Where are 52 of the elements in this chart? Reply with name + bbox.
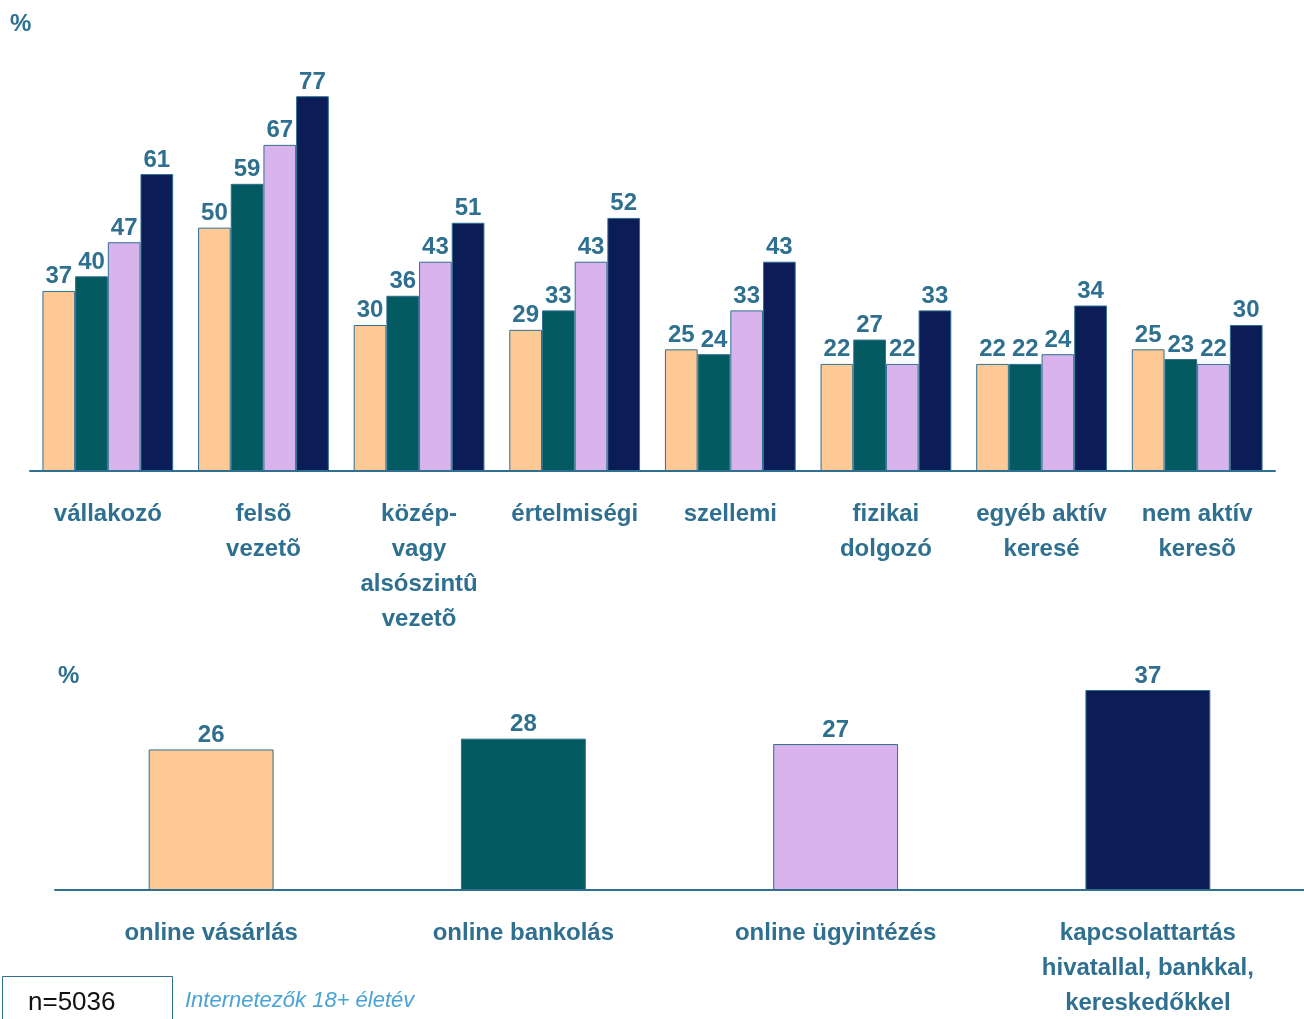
text: n=5036 <box>28 986 116 1016</box>
data-label: 24 <box>700 324 728 352</box>
data-label: 43 <box>422 232 449 260</box>
data-label: 25 <box>667 319 695 347</box>
data-label: 36 <box>389 266 417 294</box>
data-label: 28 <box>510 709 537 737</box>
data-label: 23 <box>1167 329 1195 357</box>
data-label: 30 <box>356 295 384 323</box>
x-tick-label: egyéb aktív keresé <box>976 499 1108 561</box>
data-label: 22 <box>888 334 916 362</box>
data-label: 52 <box>610 188 638 216</box>
data-label: 33 <box>733 280 760 308</box>
data-label: 29 <box>512 300 540 328</box>
data-label: 43 <box>577 232 605 260</box>
data-label: 27 <box>856 310 883 338</box>
x-tick-label: kapcsolattartás hivatallal, bankkal, kereskedőkkel <box>1041 918 1254 1015</box>
x-tick-label: értelmiségi <box>511 499 639 526</box>
x-tick-label: fizikai dolgozó <box>839 499 932 561</box>
x-tick-label: közép- vagy alsószintû vezetõ <box>360 499 478 631</box>
data-label: 77 <box>299 66 326 94</box>
data-label: 22 <box>1011 334 1039 362</box>
x-tick-label: nem aktív keresõ <box>1141 499 1254 561</box>
data-label: 47 <box>110 212 138 240</box>
x-tick-label: online vásárlás <box>124 918 298 945</box>
data-label: 43 <box>765 232 793 260</box>
x-tick-label: online bankolás <box>432 918 615 945</box>
data-label: 26 <box>197 719 225 747</box>
x-tick-label: felsõ vezetõ <box>226 499 301 561</box>
data-label: 33 <box>545 280 572 308</box>
data-label: 24 <box>1044 324 1072 352</box>
data-label: 22 <box>823 334 851 362</box>
x-tick-label: szellemi <box>683 499 778 526</box>
data-label: 33 <box>921 280 949 308</box>
data-label: 37 <box>1134 660 1162 688</box>
data-label: 22 <box>979 334 1006 362</box>
data-label: 34 <box>1077 276 1105 304</box>
x-tick-label: vállakozó <box>53 499 162 526</box>
data-label: 37 <box>45 261 73 289</box>
data-label: 61 <box>143 144 171 172</box>
data-label: 51 <box>454 193 482 221</box>
x-tick-label: online ügyintézés <box>734 918 937 945</box>
y-axis-title: % <box>58 660 80 688</box>
data-label: 40 <box>78 246 105 274</box>
data-label: 67 <box>266 115 294 143</box>
data-label: 59 <box>233 154 261 182</box>
data-label: 25 <box>1134 319 1162 347</box>
data-label: 22 <box>1200 334 1227 362</box>
text: Internetezők 18+ életév <box>185 986 417 1012</box>
data-label: 50 <box>201 198 228 226</box>
data-label: 30 <box>1232 295 1260 323</box>
data-label: 27 <box>822 714 849 742</box>
y-axis-title: % <box>10 8 32 36</box>
